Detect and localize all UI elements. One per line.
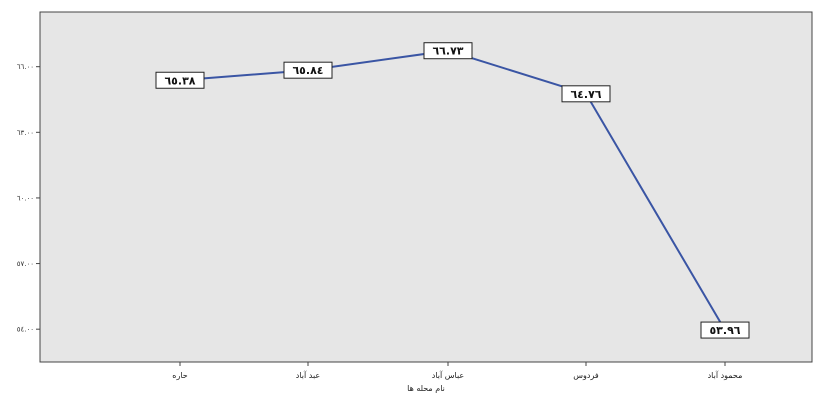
data-label: ٦٥.٣٨ — [155, 71, 205, 89]
y-tick-label: ٥٧.٠٠ — [17, 260, 34, 268]
x-axis-title: نام محله ها — [407, 384, 445, 393]
data-labels: ٦٥.٣٨ ٦٥.٨٤ ٦٦.٧٣ ٦٤.٧٦ ٥٣.٩٦ — [155, 42, 750, 339]
y-axis: ٥٤.٠٠ ٥٧.٠٠ ٦٠.٠٠ ٦٣.٠٠ ٦٦.٠٠ — [17, 63, 40, 334]
y-tick-label: ٦٠.٠٠ — [17, 194, 34, 202]
y-tick-label: ٦٣.٠٠ — [17, 129, 34, 137]
data-label-text: ٦٦.٧٣ — [432, 45, 463, 58]
x-tick-label: محمود آباد — [708, 370, 743, 380]
data-label: ٦٥.٨٤ — [283, 61, 333, 79]
x-tick-label: عبد آباد — [296, 370, 320, 380]
data-label-box — [423, 42, 473, 60]
data-label-text: ٦٤.٧٦ — [570, 88, 601, 101]
data-label-box — [283, 61, 333, 79]
y-tick-label: ٦٦.٠٠ — [17, 63, 34, 71]
x-tick-label: فردوس — [573, 371, 599, 380]
data-label-text: ٦٥.٣٨ — [164, 74, 195, 87]
x-tick-label: حاره — [172, 371, 187, 380]
x-tick-label: عباس آباد — [432, 370, 464, 380]
data-label-text: ٦٥.٨٤ — [292, 64, 323, 77]
data-label-text: ٥٣.٩٦ — [709, 324, 740, 337]
data-label: ٦٦.٧٣ — [423, 42, 473, 60]
data-label-box — [155, 71, 205, 89]
data-label: ٥٣.٩٦ — [700, 321, 750, 339]
y-tick-label: ٥٤.٠٠ — [17, 326, 34, 334]
data-label-box — [561, 85, 611, 103]
x-axis: حاره عبد آباد عباس آباد فردوس محمود آباد — [172, 362, 742, 380]
plot-area — [39, 11, 813, 363]
data-label: ٦٤.٧٦ — [561, 85, 611, 103]
data-label-box — [700, 321, 750, 339]
